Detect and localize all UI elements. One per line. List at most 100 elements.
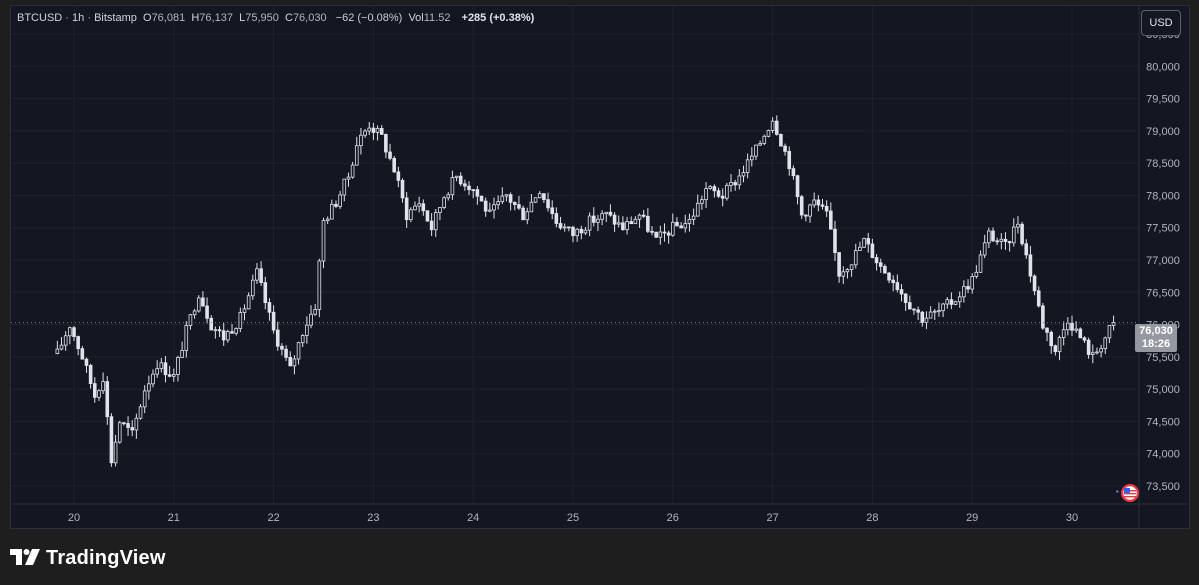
candle-body	[159, 362, 164, 370]
candle-body	[816, 199, 821, 206]
candle-body	[671, 221, 675, 236]
candle-body	[413, 205, 417, 211]
candle-body	[837, 252, 841, 277]
candle-body	[1086, 339, 1091, 355]
candle-body	[226, 331, 230, 341]
candle-body	[1099, 348, 1103, 353]
candle-body	[338, 194, 342, 207]
candle-body	[288, 356, 293, 367]
currency-button[interactable]: USD	[1141, 10, 1181, 36]
candle-body	[68, 327, 72, 337]
candle-body	[999, 238, 1004, 242]
candle-body	[787, 150, 792, 170]
candle-body	[325, 218, 330, 222]
candle-body	[679, 225, 683, 229]
candle-body	[883, 266, 887, 274]
candle-body	[654, 231, 658, 238]
candle-body	[205, 305, 209, 319]
candle-body	[209, 317, 214, 331]
candle-body	[504, 194, 509, 197]
y-tick-label: 78,500	[1146, 158, 1180, 170]
candle-body	[255, 268, 259, 281]
candle-body	[409, 209, 413, 221]
candle-body	[920, 311, 925, 323]
tradingview-logo-icon	[10, 549, 40, 565]
y-tick-label: 77,000	[1146, 255, 1180, 267]
candle-body	[1024, 243, 1029, 256]
candle-body	[783, 145, 787, 152]
y-tick-label: 73,500	[1146, 481, 1180, 493]
candle-body	[479, 195, 484, 202]
candle-body	[995, 240, 999, 243]
candle-body	[55, 348, 60, 355]
candle-body	[687, 219, 692, 224]
candle-body	[804, 214, 808, 217]
candle-body	[791, 168, 796, 177]
candle-body	[750, 155, 754, 161]
candle-body	[625, 221, 629, 231]
y-tick-label: 79,500	[1146, 94, 1180, 106]
candle-body	[957, 296, 962, 303]
us-flag-icon[interactable]	[1113, 482, 1141, 504]
candle-body	[858, 246, 862, 251]
candle-body	[550, 207, 555, 214]
tradingview-logo[interactable]: TradingView	[10, 545, 166, 571]
candle-body	[1061, 329, 1066, 339]
candle-body	[737, 175, 742, 186]
candle-body	[924, 317, 929, 323]
last-price-label: 76,030 18:26	[1135, 324, 1177, 352]
candle-body	[400, 179, 405, 199]
candle-body	[604, 211, 609, 215]
last-price-value: 76,030	[1139, 325, 1173, 337]
candle-body	[633, 218, 638, 225]
legend-symbol[interactable]: BTCUSD	[17, 12, 63, 24]
legend-separator: ·	[87, 12, 92, 24]
candle-body	[591, 215, 596, 223]
candle-body	[163, 362, 168, 376]
candle-body	[84, 358, 89, 366]
x-tick-label: 30	[1066, 512, 1078, 524]
candle-body	[429, 220, 434, 231]
candle-body	[392, 157, 396, 173]
legend-change: −62 (−0.08%)	[335, 12, 403, 24]
candle-body	[970, 276, 974, 290]
legend-low-label: L	[239, 12, 246, 24]
candle-body	[500, 195, 505, 203]
candle-body	[404, 197, 409, 221]
candle-body	[438, 207, 442, 213]
candle-body	[292, 358, 297, 367]
candle-body	[309, 313, 313, 326]
candle-body	[575, 228, 579, 237]
chart-pane[interactable]: 73,50074,00074,50075,00075,50076,00076,5…	[10, 5, 1190, 529]
candle-body	[704, 188, 708, 201]
candle-body	[446, 194, 451, 199]
candle-body	[525, 211, 530, 221]
candle-body	[733, 182, 737, 186]
legend-volume-label: Vol	[408, 12, 424, 24]
candle-body	[978, 254, 983, 273]
candle-body	[296, 342, 301, 360]
candle-body	[475, 189, 480, 197]
candle-body	[770, 120, 775, 131]
tradingview-wordmark: TradingView	[46, 546, 166, 569]
candlestick-chart[interactable]: 73,50074,00074,50075,00075,50076,00076,5…	[11, 6, 1190, 529]
x-tick-label: 22	[267, 512, 279, 524]
candle-body	[629, 221, 634, 225]
y-tick-label: 74,000	[1146, 449, 1180, 461]
candle-body	[321, 220, 326, 262]
candle-body	[845, 269, 850, 273]
candle-body	[59, 344, 64, 350]
candle-body	[908, 302, 912, 310]
candle-body	[454, 175, 459, 178]
candle-body	[147, 383, 151, 392]
candle-body	[259, 268, 263, 283]
candle-body	[1041, 305, 1045, 329]
candle-body	[833, 228, 837, 253]
candle-body	[517, 204, 521, 209]
candle-body	[849, 264, 854, 270]
candle-body	[799, 196, 804, 216]
candle-body	[762, 135, 767, 144]
legend-interval[interactable]: 1h	[72, 12, 85, 24]
candle-body	[105, 381, 110, 418]
candle-body	[313, 309, 317, 315]
